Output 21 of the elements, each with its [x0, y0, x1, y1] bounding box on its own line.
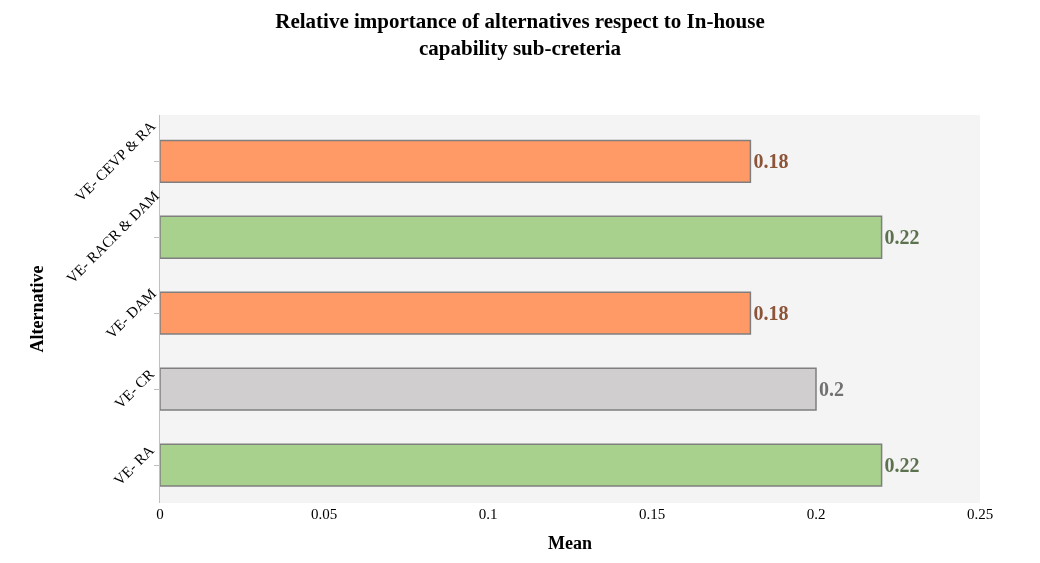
bar — [160, 367, 817, 411]
x-tick-label: 0 — [156, 506, 164, 522]
chart-title: Relative importance of alternatives respect to In-house capability sub-creteria — [275, 9, 765, 61]
x-tick-label: 0.2 — [806, 506, 826, 522]
y-tick-label: VE- CR — [111, 365, 158, 412]
data-label: 0.18 — [753, 150, 789, 173]
x-tick-label: 0.05 — [310, 506, 338, 522]
x-tick-label: 0.1 — [478, 506, 498, 522]
bar — [160, 215, 883, 259]
x-tick-label: 0.15 — [638, 506, 666, 522]
bar — [160, 443, 883, 487]
bar — [160, 139, 752, 183]
bar — [160, 291, 752, 335]
x-tick-label: 0.25 — [966, 506, 994, 522]
data-label: 0.18 — [753, 302, 789, 325]
x-axis-title: Mean — [548, 533, 592, 554]
y-tick-label: VE- RA — [110, 441, 158, 489]
y-axis-title: Alternative — [27, 265, 48, 353]
data-label: 0.22 — [884, 454, 920, 477]
data-label: 0.2 — [819, 378, 844, 401]
data-label: 0.22 — [884, 226, 920, 249]
